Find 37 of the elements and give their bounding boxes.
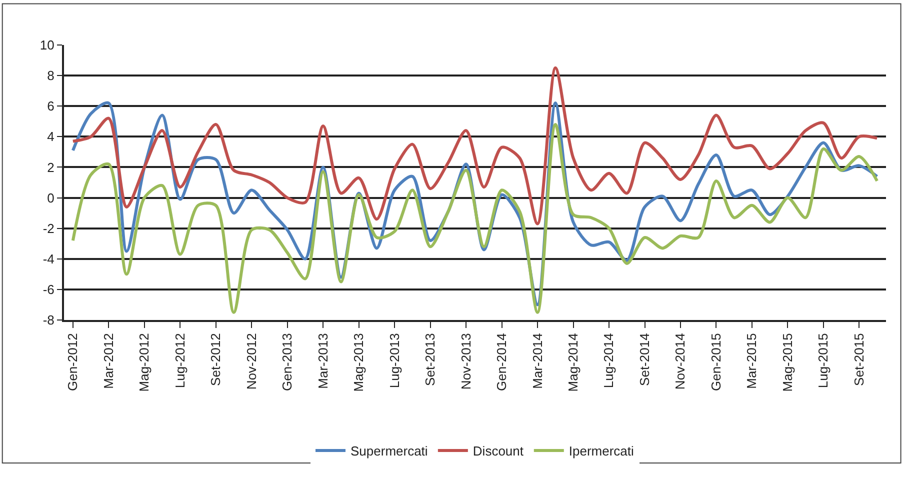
x-tick-label: Mag-2014 xyxy=(566,333,581,392)
x-tick-label: Set-2013 xyxy=(422,333,438,386)
x-tick-label: Gen-2012 xyxy=(65,333,80,392)
y-tick-label: 0 xyxy=(47,190,54,206)
x-tick-label: Mag-2015 xyxy=(780,333,795,392)
x-tick-label: Mar-2012 xyxy=(100,333,116,389)
x-tick-label: Nov-2013 xyxy=(458,333,474,390)
y-tick-label: -4 xyxy=(42,251,54,266)
x-tick-label: Set-2012 xyxy=(208,333,224,386)
x-tick-label: Lug-2014 xyxy=(601,333,616,388)
x-tick-label: Mag-2012 xyxy=(136,333,152,392)
x-tick-label: Lug-2012 xyxy=(172,333,188,388)
legend-label: Discount xyxy=(472,444,524,459)
x-tick-label: Lug-2015 xyxy=(816,333,831,388)
x-tick-label: Nov-2012 xyxy=(244,333,259,390)
legend-label: Ipermercati xyxy=(568,444,634,459)
x-tick-label: Lug-2013 xyxy=(386,333,402,388)
y-tick-label: 10 xyxy=(40,38,54,53)
y-tick-label: 2 xyxy=(47,160,54,175)
legend-label: Supermercati xyxy=(350,444,428,459)
x-tick-label: Gen-2015 xyxy=(708,333,724,392)
y-tick-label: -6 xyxy=(42,282,54,297)
y-tick-label: 8 xyxy=(47,68,54,84)
x-tick-label: Mar-2013 xyxy=(315,333,330,389)
y-tick-label: -8 xyxy=(42,312,54,328)
y-tick-label: -2 xyxy=(42,220,54,236)
x-tick-label: Mar-2014 xyxy=(530,333,545,389)
x-tick-label: Mar-2015 xyxy=(744,333,760,389)
x-tick-label: Nov-2014 xyxy=(672,333,688,390)
x-tick-label: Set-2014 xyxy=(636,333,652,386)
y-tick-label: 6 xyxy=(47,98,54,114)
y-tick-label: 4 xyxy=(47,129,54,144)
line-series xyxy=(71,66,879,226)
x-tick-label: Mag-2013 xyxy=(351,333,366,392)
x-tick-label: Gen-2013 xyxy=(280,333,295,392)
x-tick-label: Set-2015 xyxy=(851,333,866,386)
x-tick-label: Gen-2014 xyxy=(494,333,510,392)
